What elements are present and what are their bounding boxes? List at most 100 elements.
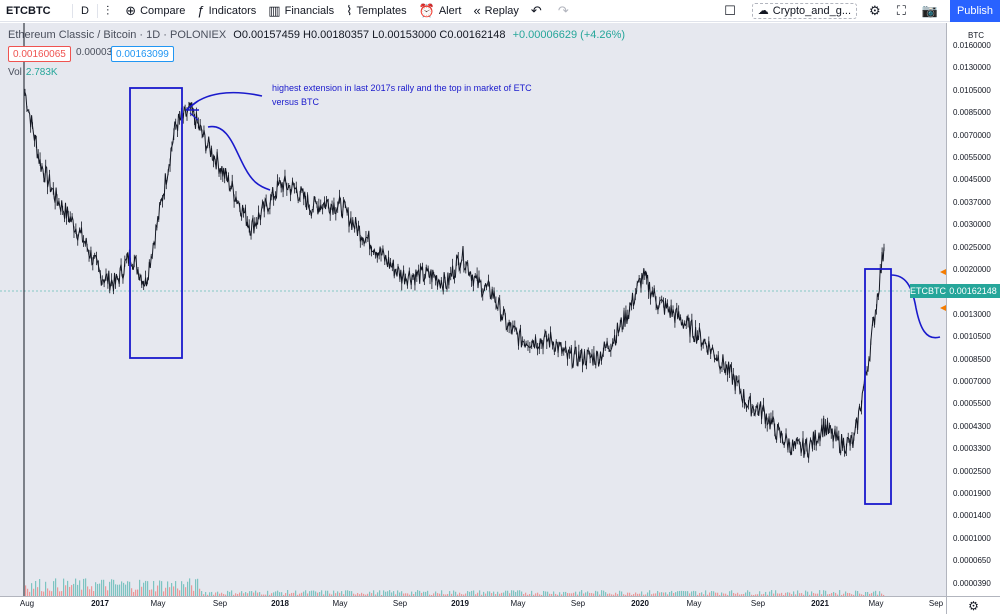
volume-bar [187,581,189,596]
bid-price-box[interactable]: 0.00160065 [8,46,71,62]
snapshot-button[interactable]: 📷 [916,0,948,22]
axis-settings-button[interactable]: ⚙ [946,596,1000,614]
volume-bar [581,590,583,596]
volume-bar [337,591,339,596]
volume-bar [471,590,473,596]
volume-bar [881,593,883,596]
drawing-rectangle-2017-top[interactable] [129,87,183,359]
volume-bar [673,593,675,596]
volume-bar [323,594,325,596]
volume-bar [83,578,85,596]
volume-bar [435,591,437,596]
fullscreen-button[interactable]: ⛶ [891,0,916,22]
price-axis-label: 0.0005500 [953,399,991,409]
volume-bar [555,593,557,596]
volume-bar [745,592,747,596]
volume-bar [771,590,773,596]
price-axis-label: 0.0030000 [953,220,991,230]
volume-bar [763,593,765,596]
volume-bar [41,591,43,596]
alert-button[interactable]: ⏰ Alert [413,0,468,22]
volume-bar [159,580,161,596]
symbol-title[interactable]: Ethereum Classic / Bitcoin · 1D · POLONI… [8,29,227,41]
redo-button[interactable]: ↷ [552,0,579,22]
volume-bar [169,587,171,596]
volume-bar [677,591,679,596]
drawing-projection-2021[interactable] [890,274,941,339]
volume-bar [729,591,731,596]
drawing-small-line[interactable] [189,112,199,121]
volume-bar [369,591,371,596]
volume-bar [773,593,775,596]
drawing-rectangle-2021[interactable] [864,268,892,505]
volume-bar [819,590,821,596]
volume-bar [843,593,845,596]
multi-layout-button[interactable]: ☐ [718,0,746,22]
volume-bar [725,593,727,596]
volume-bar [587,591,589,596]
plus-circle-icon: ⊕ [125,2,137,18]
volume-bar [615,592,617,596]
volume-bar [845,591,847,596]
publish-button[interactable]: Publish [950,0,1000,22]
settings-button[interactable]: ⚙ [863,0,891,22]
volume-bar [703,594,705,596]
volume-bar [39,579,41,596]
volume-bar [653,593,655,596]
annotation-text[interactable]: highest extension in last 2017s rally an… [272,83,532,107]
volume-bar [309,591,311,596]
volume-bar [603,590,605,596]
compare-button[interactable]: ⊕ Compare [119,0,191,22]
bar-chart-icon: ▥ [268,2,281,18]
time-axis-label: May [510,599,526,608]
volume-bar [675,592,677,596]
volume-bar [605,592,607,596]
time-axis-label: May [686,599,702,608]
replay-button[interactable]: «Replay [467,0,524,22]
interval-selector[interactable]: D [81,4,89,17]
templates-button[interactable]: ⌇ Templates [340,0,413,22]
volume-bar [661,592,663,596]
price-axis-label: 0.0085000 [953,108,991,118]
volume-bar [163,591,165,596]
volume-bar [513,590,515,596]
drawing-projection-2017[interactable] [207,125,271,191]
volume-bar [617,594,619,596]
symbol-search[interactable]: ETCBTC [6,4,51,17]
volume-bar [807,591,809,596]
volume-bar [825,590,827,596]
volume-bar [481,594,483,596]
price-axis-label: 0.0037000 [953,197,991,207]
chart-pane[interactable] [0,23,946,596]
volume-bar [305,590,307,596]
drawing-arrowhead[interactable] [185,100,199,111]
volume-bar [219,593,221,596]
volume-bar [73,583,75,596]
volume-bar [869,593,871,596]
financials-button[interactable]: ▥ Financials [262,0,340,22]
ask-price-box[interactable]: 0.00163099 [111,46,174,62]
volume-bar [205,591,207,596]
drawing-arrow-curve[interactable] [189,91,263,108]
layout-select[interactable]: ☁ Crypto_and_g... [746,0,863,22]
financials-label: Financials [284,4,335,17]
volume-bar [789,592,791,596]
time-axis[interactable] [0,596,946,614]
volume-bar [871,593,873,596]
chart-type-button[interactable]: ⫶ [100,0,119,22]
undo-button[interactable]: ↶ [525,0,552,22]
volume-bar [123,582,125,596]
layout-dropdown[interactable]: ☁ Crypto_and_g... [751,2,858,19]
marker-icon [940,269,946,275]
volume-bar [521,591,523,596]
volume-bar [427,590,429,596]
volume-bar [757,594,759,596]
price-axis[interactable] [946,23,1000,596]
volume-bar [139,579,141,596]
volume-bar [613,594,615,596]
time-axis-label: Sep [928,599,944,608]
volume-bar [525,592,527,596]
indicators-button[interactable]: ƒ Indicators [191,0,262,22]
volume-bar [327,590,329,596]
volume-bar [517,590,519,596]
